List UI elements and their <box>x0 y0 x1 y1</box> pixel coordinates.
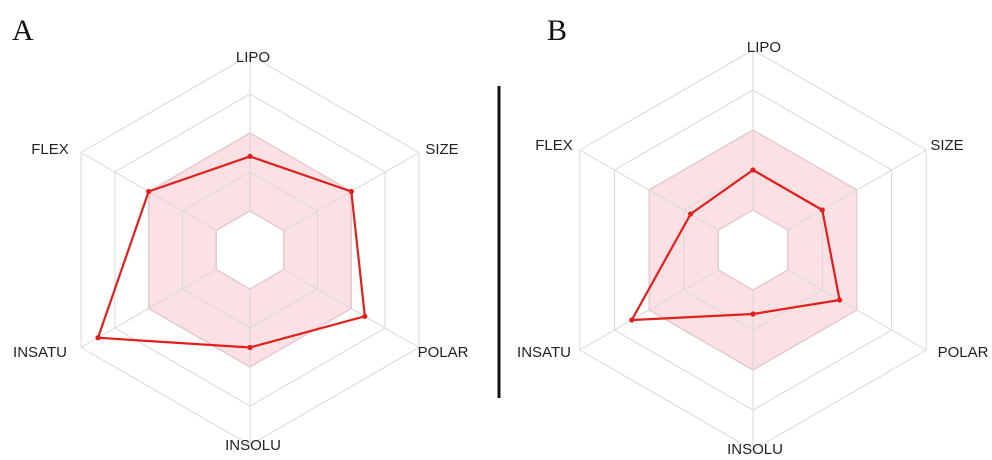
panel-label-a: A <box>12 14 34 47</box>
data-point-lipo <box>750 167 756 173</box>
axis-label-polar: POLAR <box>418 344 469 361</box>
grid-spoke <box>787 269 927 351</box>
data-point-insolu <box>750 311 756 317</box>
axis-label-insatu: INSATU <box>13 344 67 361</box>
data-point-polar <box>362 313 368 319</box>
axis-label-size: SIZE <box>425 141 458 158</box>
grid-spoke <box>80 269 217 348</box>
axis-label-insolu: INSOLU <box>225 437 281 454</box>
data-point-flex <box>146 188 152 195</box>
data-point-insolu <box>247 344 253 351</box>
axis-label-flex: FLEX <box>535 137 573 154</box>
grid-spoke <box>579 149 719 231</box>
grid-spoke <box>283 269 420 348</box>
data-point-insatu <box>629 317 635 323</box>
axis-label-insolu: INSOLU <box>727 441 783 458</box>
data-point-insatu <box>95 335 101 341</box>
data-point-flex <box>688 211 694 217</box>
grid-spoke <box>579 269 719 351</box>
data-point-size <box>819 207 825 213</box>
data-point-lipo <box>247 153 253 159</box>
grid-spoke <box>787 149 927 231</box>
data-point-polar <box>837 297 843 303</box>
axis-label-lipo: LIPO <box>236 49 270 66</box>
axis-label-lipo: LIPO <box>747 39 781 56</box>
axis-label-size: SIZE <box>930 137 963 154</box>
radar-chart-b: LIPO SIZE POLAR INSOLU INSATU FLEX <box>517 39 989 458</box>
axis-label-flex: FLEX <box>31 141 69 158</box>
radar-chart-a: LIPO SIZE POLAR INSOLU INSATU FLEX <box>13 49 469 454</box>
axis-label-insatu: INSATU <box>517 344 571 361</box>
axis-label-polar: POLAR <box>938 344 989 361</box>
data-point-size <box>348 188 354 195</box>
panel-label-b: B <box>547 14 567 47</box>
